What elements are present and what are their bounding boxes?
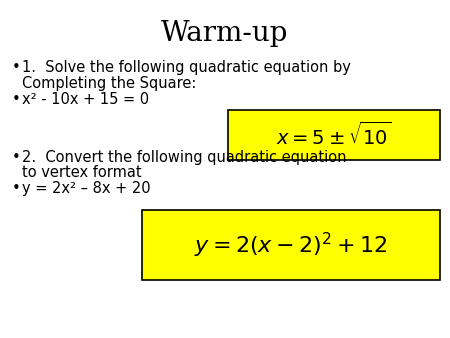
FancyBboxPatch shape xyxy=(228,110,440,160)
Text: Warm-up: Warm-up xyxy=(161,20,289,47)
Text: x² - 10x + 15 = 0: x² - 10x + 15 = 0 xyxy=(22,92,149,107)
Text: y = 2x² – 8x + 20: y = 2x² – 8x + 20 xyxy=(22,181,151,196)
Text: •: • xyxy=(12,60,21,75)
Text: to vertex format: to vertex format xyxy=(22,165,142,180)
Text: $y = 2(x-2)^{2}+12$: $y = 2(x-2)^{2}+12$ xyxy=(194,231,387,260)
Text: Completing the Square:: Completing the Square: xyxy=(22,76,196,91)
Text: •: • xyxy=(12,181,21,196)
Text: $x = 5 \pm \sqrt{10}$: $x = 5 \pm \sqrt{10}$ xyxy=(276,121,392,149)
Text: •: • xyxy=(12,150,21,165)
Text: 1.  Solve the following quadratic equation by: 1. Solve the following quadratic equatio… xyxy=(22,60,351,75)
FancyBboxPatch shape xyxy=(142,210,440,280)
Text: •: • xyxy=(12,92,21,107)
Text: 2.  Convert the following quadratic equation: 2. Convert the following quadratic equat… xyxy=(22,150,346,165)
